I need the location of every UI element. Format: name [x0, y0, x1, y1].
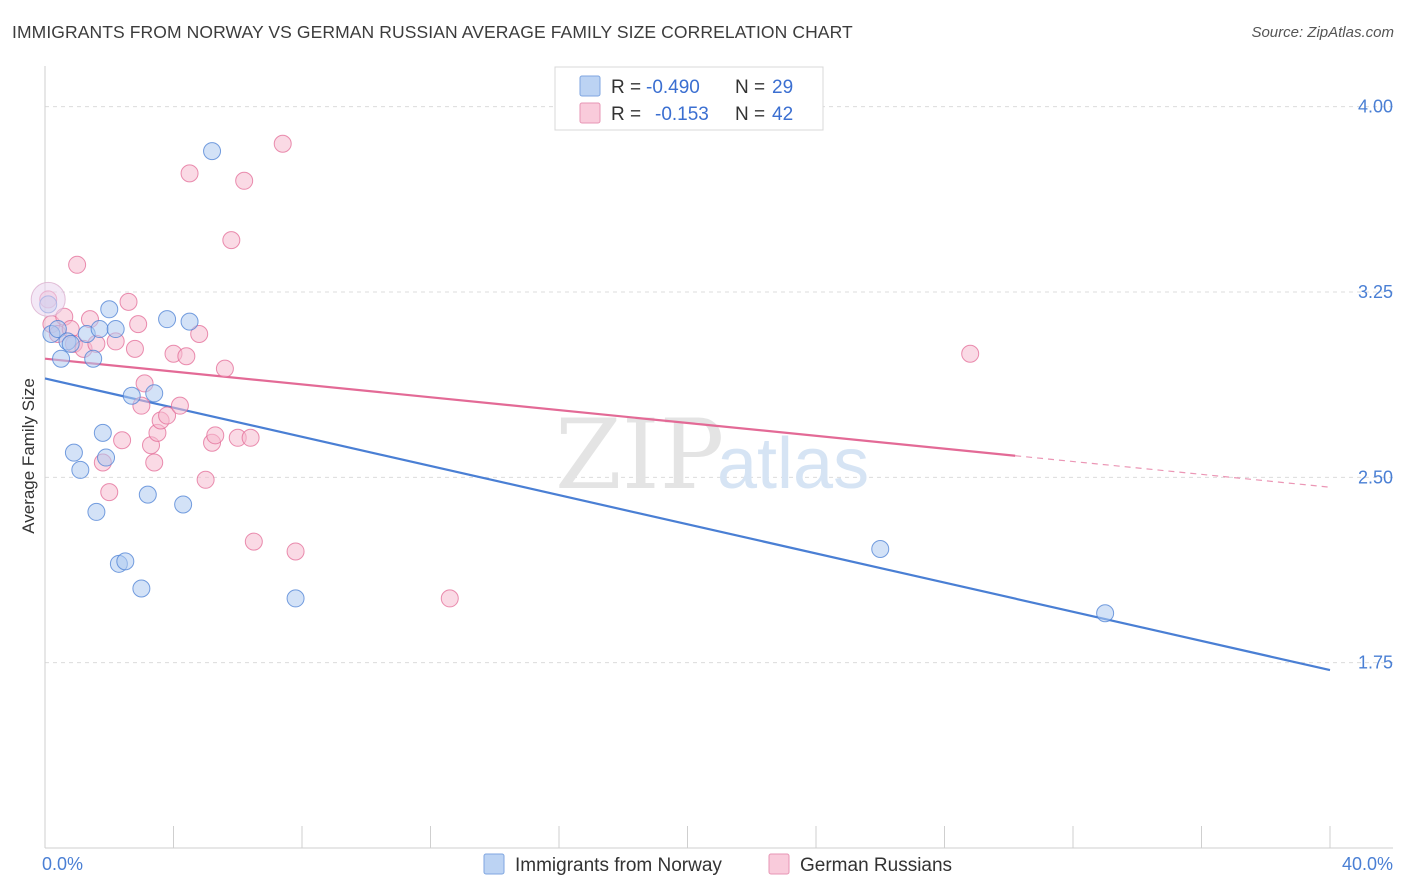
- y-tick-label-3: 4.00: [1358, 97, 1393, 117]
- trend-lines: [44, 357, 1331, 672]
- x-tick-label-0: 0.0%: [42, 854, 83, 874]
- chart-title: IMMIGRANTS FROM NORWAY VS GERMAN RUSSIAN…: [12, 22, 853, 42]
- point-series-0-3: [52, 349, 71, 368]
- point-series-1-40: [440, 589, 459, 608]
- point-series-0-10: [87, 502, 106, 521]
- grid: [45, 106, 1393, 664]
- point-series-1-32: [215, 359, 234, 378]
- x-tick-label-1: 40.0%: [1342, 854, 1393, 874]
- y-axis-label: Average Family Size: [19, 378, 38, 534]
- point-series-1-28: [190, 325, 209, 343]
- point-series-0-13: [97, 448, 116, 467]
- point-series-1-34: [235, 171, 254, 190]
- point-series-1-41: [961, 344, 980, 363]
- stats-r-label-german-russian: R =: [611, 104, 641, 125]
- stats-r-german-russian: -0.153: [655, 104, 709, 125]
- point-series-0-5: [61, 334, 80, 353]
- point-series-1-23: [158, 406, 177, 425]
- point-series-1-16: [129, 315, 148, 334]
- point-series-0-26: [286, 589, 305, 608]
- y-tick-label-0: 1.75: [1358, 653, 1393, 673]
- legend-label-norway: Immigrants from Norway: [515, 855, 722, 876]
- point-series-0-6: [64, 443, 83, 462]
- y-tick-label-1: 2.50: [1358, 467, 1393, 487]
- watermark-zip: ZIP: [555, 399, 724, 511]
- point-series-0-28: [1096, 604, 1115, 623]
- point-cluster-large: [30, 281, 66, 317]
- point-series-1-25: [170, 396, 189, 415]
- legend-label-german-russian: German Russians: [800, 855, 952, 876]
- point-series-0-17: [116, 552, 135, 571]
- point-series-0-23: [174, 495, 193, 514]
- point-series-1-15: [125, 339, 144, 358]
- point-series-0-19: [132, 579, 151, 598]
- point-series-0-7: [71, 460, 90, 479]
- point-series-1-29: [196, 470, 215, 489]
- stats-swatch-german-russian: [579, 102, 601, 124]
- point-series-0-20: [138, 485, 157, 504]
- watermark-atlas: atlas: [717, 424, 869, 504]
- y-tick-labels: 1.75 2.50 3.25 4.00: [1358, 97, 1393, 673]
- data-points: [30, 134, 1115, 623]
- stats-swatch-norway: [579, 75, 601, 97]
- stats-n-label-german-russian: N =: [735, 104, 765, 125]
- source-label: Source: ZipAtlas.com: [1251, 24, 1394, 41]
- trend-line-series-0: [44, 377, 1331, 672]
- stats-r-norway: -0.490: [646, 77, 700, 98]
- stats-n-label-norway: N =: [735, 77, 765, 98]
- point-series-0-11: [90, 320, 109, 339]
- point-series-1-31: [206, 426, 225, 445]
- point-series-0-18: [122, 386, 141, 405]
- axes: [44, 66, 1393, 849]
- point-series-0-27: [871, 539, 890, 558]
- point-series-0-14: [100, 300, 119, 319]
- y-tick-label-2: 3.25: [1358, 282, 1393, 302]
- point-series-1-26: [177, 347, 196, 366]
- legend-swatch-norway: [483, 853, 505, 875]
- point-series-1-14: [119, 292, 138, 311]
- stats-n-norway: 29: [772, 77, 793, 98]
- point-series-1-37: [244, 532, 263, 551]
- point-series-1-6: [68, 255, 87, 274]
- stats-r-label-norway: R =: [611, 77, 641, 98]
- point-series-0-15: [106, 320, 125, 339]
- point-series-0-25: [203, 142, 222, 161]
- point-series-1-38: [273, 134, 292, 153]
- x-tick-labels: 0.0% 40.0%: [42, 854, 1393, 874]
- stats-legend: R = -0.490 N = 29 R = -0.153 N = 42: [554, 66, 824, 131]
- trend-line-extension-series-1: [1015, 455, 1331, 488]
- point-series-1-36: [241, 428, 260, 447]
- point-series-0-22: [158, 310, 177, 329]
- point-series-1-33: [222, 231, 241, 250]
- point-series-0-12: [93, 423, 112, 442]
- point-series-1-13: [113, 431, 132, 450]
- point-series-0-9: [84, 349, 103, 368]
- point-series-0-21: [145, 384, 164, 403]
- trend-line-series-1: [44, 357, 1016, 457]
- point-series-0-2: [48, 320, 67, 339]
- point-series-1-27: [180, 164, 199, 183]
- point-series-0-24: [180, 312, 199, 331]
- point-series-1-20: [145, 453, 164, 472]
- stats-n-german-russian: 42: [772, 104, 793, 125]
- watermark: ZIP atlas: [555, 399, 869, 511]
- series-legend: Immigrants from Norway German Russians: [483, 853, 952, 876]
- point-series-1-39: [286, 542, 305, 561]
- point-series-1-11: [100, 483, 119, 502]
- legend-swatch-german-russian: [768, 853, 790, 875]
